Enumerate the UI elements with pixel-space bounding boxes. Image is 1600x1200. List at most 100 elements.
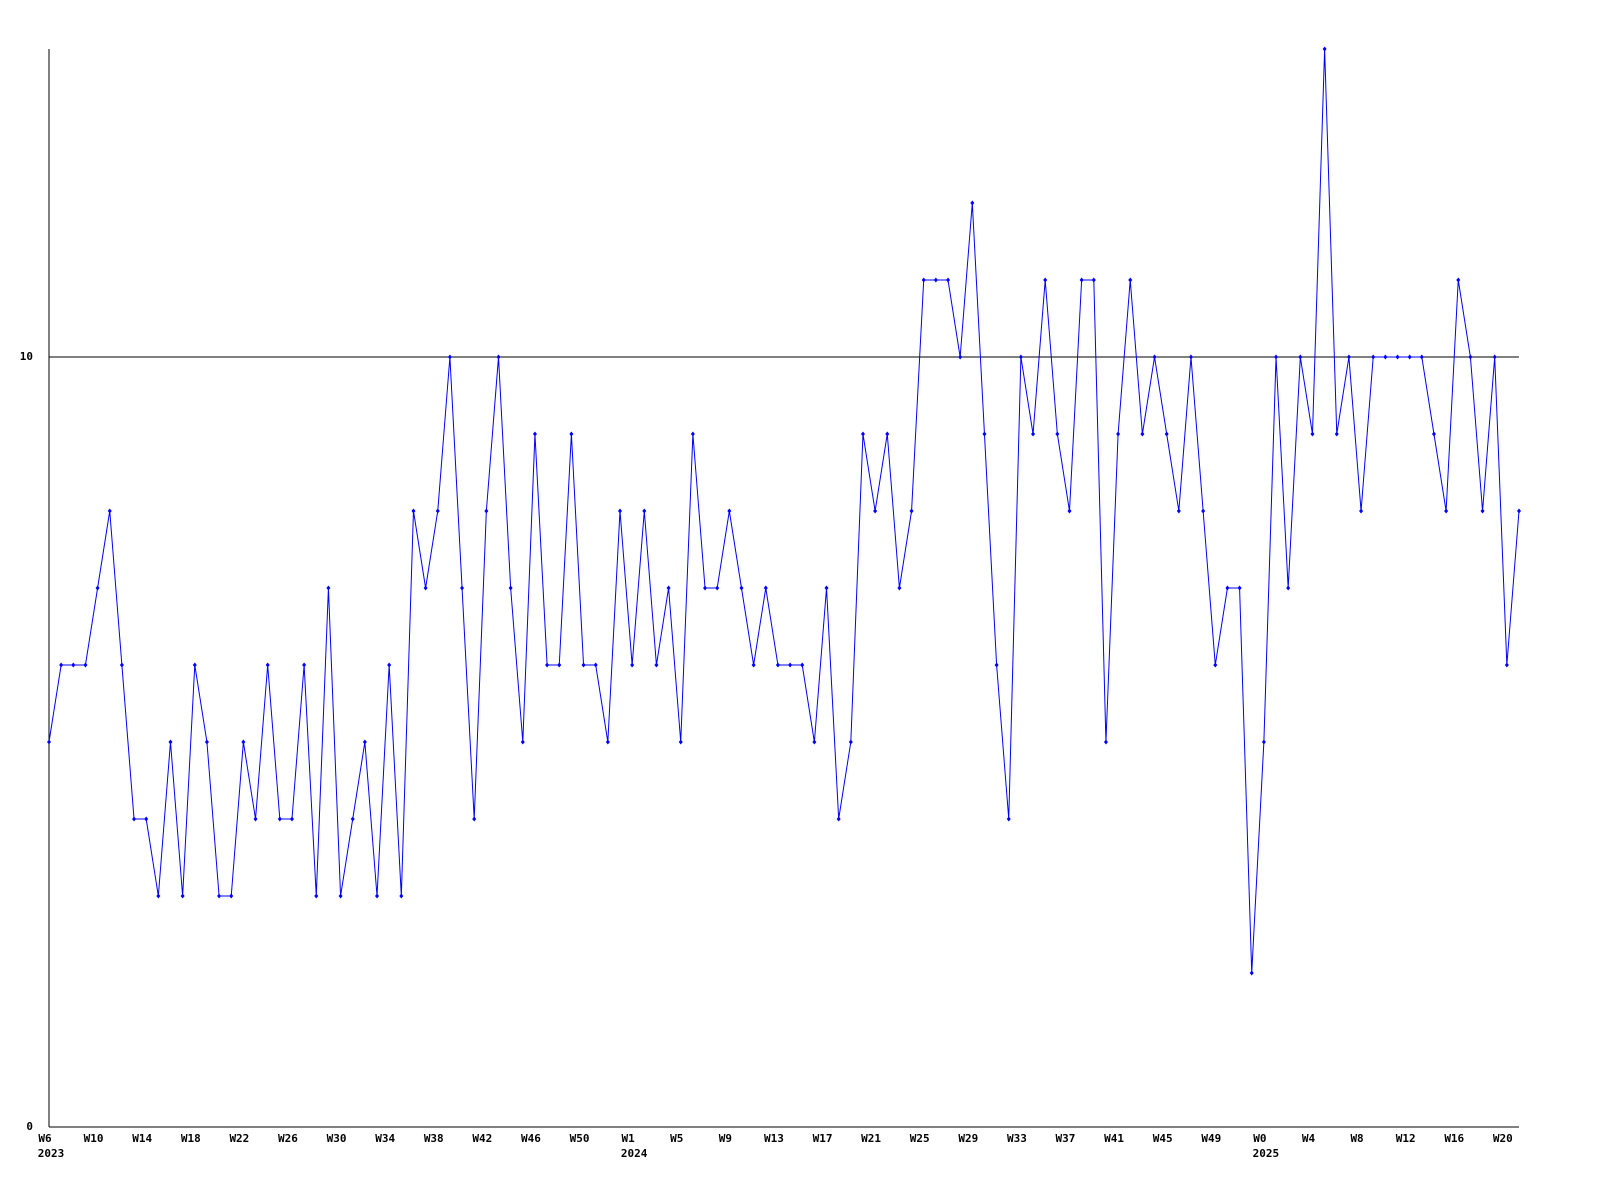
point: [1213, 662, 1218, 668]
point: [569, 431, 574, 437]
point: [703, 585, 708, 591]
y-tick-label: 10: [20, 350, 33, 363]
point: [59, 662, 64, 668]
point: [775, 662, 780, 668]
point: [836, 816, 841, 822]
point: [1140, 431, 1145, 437]
x-tick-label: W22: [229, 1132, 249, 1145]
x-tick-label: W26: [278, 1132, 298, 1145]
point: [71, 662, 76, 668]
point: [520, 739, 525, 745]
point: [1249, 970, 1254, 976]
x-year-label: 2025: [1253, 1147, 1280, 1160]
point: [107, 508, 112, 514]
point: [1419, 354, 1424, 360]
point: [95, 585, 100, 591]
point: [557, 662, 562, 668]
point: [1359, 508, 1364, 514]
point: [739, 585, 744, 591]
point: [545, 662, 550, 668]
point: [1383, 354, 1388, 360]
point: [1201, 508, 1206, 514]
point: [350, 816, 355, 822]
point: [192, 662, 197, 668]
point: [204, 739, 209, 745]
point: [1261, 739, 1266, 745]
x-tick-label: W8: [1350, 1132, 1363, 1145]
point: [229, 893, 234, 899]
point: [994, 662, 999, 668]
x-tick-label: W25: [910, 1132, 930, 1145]
point: [727, 508, 732, 514]
x-tick-label: W42: [472, 1132, 492, 1145]
point: [1043, 277, 1048, 283]
point: [156, 893, 161, 899]
point: [1286, 585, 1291, 591]
point: [690, 431, 695, 437]
point: [800, 662, 805, 668]
x-tick-label: W33: [1007, 1132, 1027, 1145]
x-tick-label: W37: [1056, 1132, 1076, 1145]
point: [423, 585, 428, 591]
point: [1188, 354, 1193, 360]
point: [958, 354, 963, 360]
point: [1310, 431, 1315, 437]
x-tick-label: W5: [670, 1132, 683, 1145]
point: [1067, 508, 1072, 514]
point: [1055, 431, 1060, 437]
point: [630, 662, 635, 668]
point: [241, 739, 246, 745]
point: [496, 354, 501, 360]
point: [824, 585, 829, 591]
point: [168, 739, 173, 745]
point: [678, 739, 683, 745]
point: [1480, 508, 1485, 514]
x-tick-label: W38: [424, 1132, 444, 1145]
x-tick-label: W12: [1396, 1132, 1416, 1145]
point: [411, 508, 416, 514]
point: [1371, 354, 1376, 360]
point: [144, 816, 149, 822]
point: [83, 662, 88, 668]
point: [484, 508, 489, 514]
point: [1225, 585, 1230, 591]
point: [447, 354, 452, 360]
point: [970, 200, 975, 206]
x-tick-label: W49: [1201, 1132, 1221, 1145]
x-tick-label: W14: [132, 1132, 152, 1145]
x-tick-label: W6: [38, 1132, 52, 1145]
point: [1031, 431, 1036, 437]
x-tick-label: W18: [181, 1132, 201, 1145]
point: [399, 893, 404, 899]
x-tick-label: W13: [764, 1132, 784, 1145]
x-tick-label: W16: [1444, 1132, 1464, 1145]
point: [1456, 277, 1461, 283]
point: [472, 816, 477, 822]
point: [897, 585, 902, 591]
point: [338, 893, 343, 899]
point: [302, 662, 307, 668]
point: [289, 816, 294, 822]
x-tick-label: W17: [813, 1132, 833, 1145]
point: [362, 739, 367, 745]
point: [1346, 354, 1351, 360]
point: [1006, 816, 1011, 822]
point: [47, 739, 51, 745]
point: [119, 662, 124, 668]
point: [1091, 277, 1096, 283]
x-tick-label: W29: [958, 1132, 978, 1145]
point: [532, 431, 537, 437]
x-tick-label: W34: [375, 1132, 395, 1145]
point: [1395, 354, 1400, 360]
point: [1128, 277, 1133, 283]
point: [1322, 46, 1327, 52]
point: [1407, 354, 1412, 360]
point: [812, 739, 817, 745]
x-year-label: 2024: [621, 1147, 648, 1160]
x-tick-label: W1: [622, 1132, 636, 1145]
point: [642, 508, 647, 514]
point: [1444, 508, 1449, 514]
point: [508, 585, 513, 591]
